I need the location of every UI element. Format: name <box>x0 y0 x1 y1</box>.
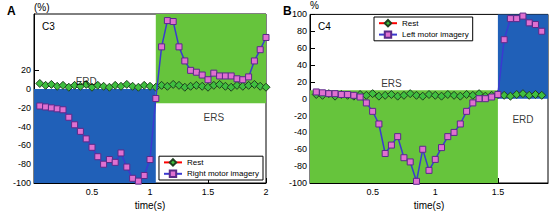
svg-text:-20: -20 <box>294 111 307 121</box>
svg-text:C4: C4 <box>318 21 331 32</box>
svg-text:Right motor imagery: Right motor imagery <box>187 169 259 178</box>
svg-text:Rest: Rest <box>187 158 204 167</box>
svg-text:-100: -100 <box>13 178 31 188</box>
svg-text:-100: -100 <box>289 178 307 188</box>
svg-text:-40: -40 <box>18 122 31 132</box>
svg-text:time(s): time(s) <box>414 200 445 211</box>
svg-text:-80: -80 <box>18 159 31 169</box>
svg-text:0.5: 0.5 <box>86 187 99 197</box>
svg-text:-80: -80 <box>294 161 307 171</box>
svg-text:80: 80 <box>297 26 307 36</box>
svg-text:C3: C3 <box>42 21 55 32</box>
svg-text:Left motor imagery: Left motor imagery <box>402 30 469 39</box>
svg-text:1.5: 1.5 <box>492 187 505 197</box>
svg-text:(%): (%) <box>34 2 50 13</box>
svg-text:%: % <box>310 0 319 11</box>
svg-text:2: 2 <box>263 187 268 197</box>
svg-text:100: 100 <box>292 9 307 19</box>
svg-text:20: 20 <box>297 77 307 87</box>
svg-text:Rest: Rest <box>402 19 419 28</box>
svg-text:20: 20 <box>21 65 31 75</box>
svg-text:-60: -60 <box>18 140 31 150</box>
svg-text:1: 1 <box>433 187 438 197</box>
svg-text:time(s): time(s) <box>135 200 166 211</box>
svg-text:ERS: ERS <box>381 78 402 89</box>
svg-text:B: B <box>283 4 292 18</box>
svg-text:40: 40 <box>297 60 307 70</box>
svg-text:0.5: 0.5 <box>366 187 379 197</box>
svg-text:0: 0 <box>302 94 307 104</box>
svg-text:-40: -40 <box>294 127 307 137</box>
svg-text:ERD: ERD <box>512 114 533 125</box>
svg-text:-20: -20 <box>18 103 31 113</box>
svg-text:1: 1 <box>147 187 152 197</box>
svg-text:0: 0 <box>26 84 31 94</box>
svg-text:ERD: ERD <box>76 76 97 87</box>
svg-text:A: A <box>7 4 16 18</box>
svg-text:ERS: ERS <box>204 112 225 123</box>
svg-text:60: 60 <box>297 43 307 53</box>
svg-text:-60: -60 <box>294 144 307 154</box>
svg-text:1.5: 1.5 <box>202 187 215 197</box>
